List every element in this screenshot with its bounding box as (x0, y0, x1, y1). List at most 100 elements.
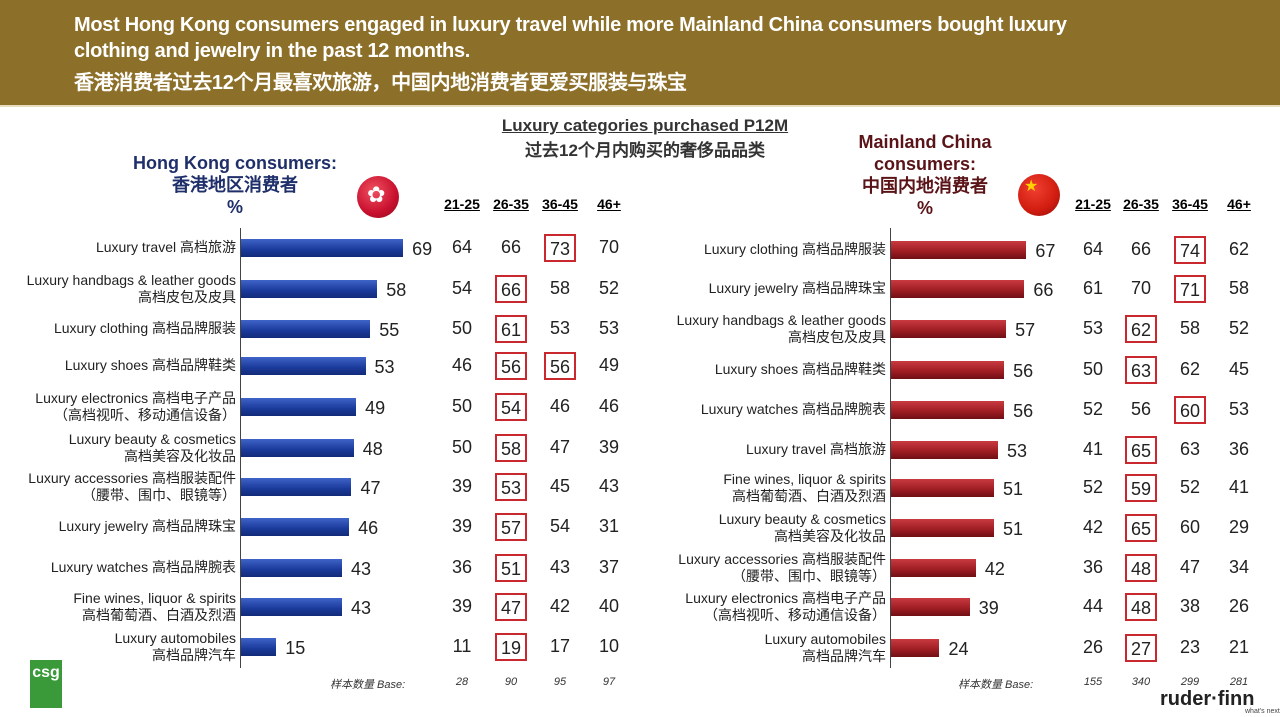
headline-zh: 香港消费者过去12个月最喜欢旅游，中国内地消费者更爱买服装与珠宝 (74, 72, 687, 94)
cn-age-value: 62 (1125, 315, 1157, 343)
category-label-en: Luxury accessories 高档服装配件 (678, 551, 886, 567)
cn-age-header: 26-35 (1123, 196, 1159, 212)
cn-age-value: 29 (1228, 517, 1250, 537)
hk-age-value: 39 (451, 516, 473, 536)
cn-bar-value: 39 (978, 598, 999, 618)
cn-title-en: Mainland China consumers: (858, 132, 992, 174)
category-label-zh: 高档美容及化妆品 (774, 528, 886, 544)
hk-bar (241, 559, 343, 577)
cn-age-value: 36 (1228, 439, 1250, 459)
cn-age-value: 48 (1125, 554, 1157, 582)
hk-age-header: 36-45 (542, 196, 578, 212)
cn-bar-value: 57 (1015, 320, 1036, 340)
cn-bar-value: 67 (1035, 241, 1056, 261)
hk-bar-value: 43 (351, 559, 372, 579)
cn-age-value: 42 (1082, 517, 1104, 537)
cn-age-value: 47 (1179, 557, 1201, 577)
hk-bar (241, 357, 366, 375)
hk-age-value: 51 (495, 554, 527, 582)
headline-line1: Most Hong Kong consumers engaged in luxu… (74, 14, 1067, 36)
hk-base-value: 90 (504, 676, 518, 688)
cn-age-value: 58 (1228, 278, 1250, 298)
category-label-zh: （高档视听、移动通信设备） (704, 607, 886, 623)
hk-age-value: 53 (495, 473, 527, 501)
ruder-finn-logo: ruder·finn (1160, 688, 1255, 710)
hk-category-label: Luxury travel 高档旅游 (96, 239, 236, 256)
hk-bar-value: 69 (412, 239, 433, 259)
hk-bar-value: 58 (386, 280, 407, 300)
category-label-en: Luxury travel 高档旅游 (745, 441, 886, 457)
cn-bar-value: 66 (1033, 280, 1054, 300)
cn-age-value: 41 (1082, 439, 1104, 459)
cn-age-value: 23 (1179, 637, 1201, 657)
category-label-en: Luxury beauty & cosmetics (718, 511, 886, 527)
hk-age-value: 66 (495, 275, 527, 303)
cn-age-value: 44 (1082, 596, 1104, 616)
cn-group-title: Mainland China consumers: 中国内地消费者 % (840, 131, 1010, 219)
hk-age-value: 52 (598, 278, 620, 298)
hk-bar (241, 320, 371, 338)
category-label-en: Luxury jewelry 高档品牌珠宝 (708, 280, 886, 296)
cn-age-value: 41 (1228, 477, 1250, 497)
category-label-zh: 高档皮包及皮具 (788, 329, 886, 345)
cn-bar (891, 441, 999, 459)
hk-bar (241, 280, 378, 298)
hk-bar-value: 43 (351, 598, 372, 618)
cn-axis-line (890, 228, 891, 668)
hk-base-value: 28 (455, 676, 469, 688)
cn-age-value: 63 (1125, 356, 1157, 384)
hk-age-value: 17 (549, 636, 571, 656)
cn-age-value: 63 (1179, 439, 1201, 459)
hk-bar (241, 398, 357, 416)
hk-bar (241, 439, 354, 457)
category-label-en: Luxury watches 高档品牌腕表 (50, 559, 236, 575)
cn-age-value: 70 (1130, 278, 1152, 298)
hk-age-value: 47 (495, 593, 527, 621)
category-label-zh: （腰带、围巾、眼镜等） (82, 487, 236, 503)
ruder-finn-tagline: what's next (1245, 708, 1280, 715)
hk-category-label: Luxury beauty & cosmetics 高档美容及化妆品 (69, 431, 236, 465)
hk-age-value: 47 (549, 437, 571, 457)
hk-age-value: 56 (495, 352, 527, 380)
cn-age-value: 65 (1125, 514, 1157, 542)
hk-category-label: Luxury automobiles 高档品牌汽车 (115, 630, 236, 664)
category-label-en: Luxury shoes 高档品牌鞋类 (714, 361, 886, 377)
hk-age-value: 54 (451, 278, 473, 298)
cn-age-value: 52 (1082, 399, 1104, 419)
cn-age-value: 58 (1179, 318, 1201, 338)
cn-base-label: 样本数量 Base: (958, 679, 1034, 691)
hk-age-value: 66 (500, 237, 522, 257)
hk-age-value: 11 (452, 636, 472, 656)
hk-bar (241, 518, 350, 536)
hk-group-title: Hong Kong consumers: 香港地区消费者 % (120, 152, 350, 218)
cn-bar-value: 56 (1013, 401, 1034, 421)
hk-age-value: 53 (598, 318, 620, 338)
hk-age-value: 46 (451, 355, 473, 375)
hk-age-header: 46+ (597, 196, 621, 212)
hk-title-en: Hong Kong consumers: (132, 153, 337, 173)
hk-unit: % (226, 197, 243, 217)
category-label-en: Fine wines, liquor & spirits (723, 471, 886, 487)
cn-age-value: 50 (1082, 359, 1104, 379)
category-label-zh: 高档品牌汽车 (152, 647, 236, 663)
cn-age-value: 62 (1228, 239, 1250, 259)
hk-age-value: 45 (549, 476, 571, 496)
hk-age-header: 21-25 (444, 196, 480, 212)
hk-title-zh: 香港地区消费者 (172, 175, 298, 195)
hk-age-value: 50 (451, 437, 473, 457)
hk-age-value: 64 (451, 237, 473, 257)
cn-base-value: 155 (1083, 676, 1103, 688)
category-label-en: Luxury accessories 高档服装配件 (28, 470, 236, 486)
cn-age-value: 27 (1125, 634, 1157, 662)
hk-bar-value: 53 (374, 357, 395, 377)
category-label-en: Luxury automobiles (764, 631, 886, 647)
cn-age-value: 71 (1174, 275, 1206, 303)
category-label-en: Luxury jewelry 高档品牌珠宝 (58, 518, 236, 534)
cn-age-value: 52 (1228, 318, 1250, 338)
cn-bar (891, 479, 995, 497)
category-label-zh: 高档美容及化妆品 (124, 448, 236, 464)
cn-bar (891, 639, 940, 657)
headline-line2: clothing and jewelry in the past 12 mont… (74, 40, 471, 62)
hk-bar (241, 638, 277, 656)
cn-bar-value: 51 (1003, 519, 1024, 539)
